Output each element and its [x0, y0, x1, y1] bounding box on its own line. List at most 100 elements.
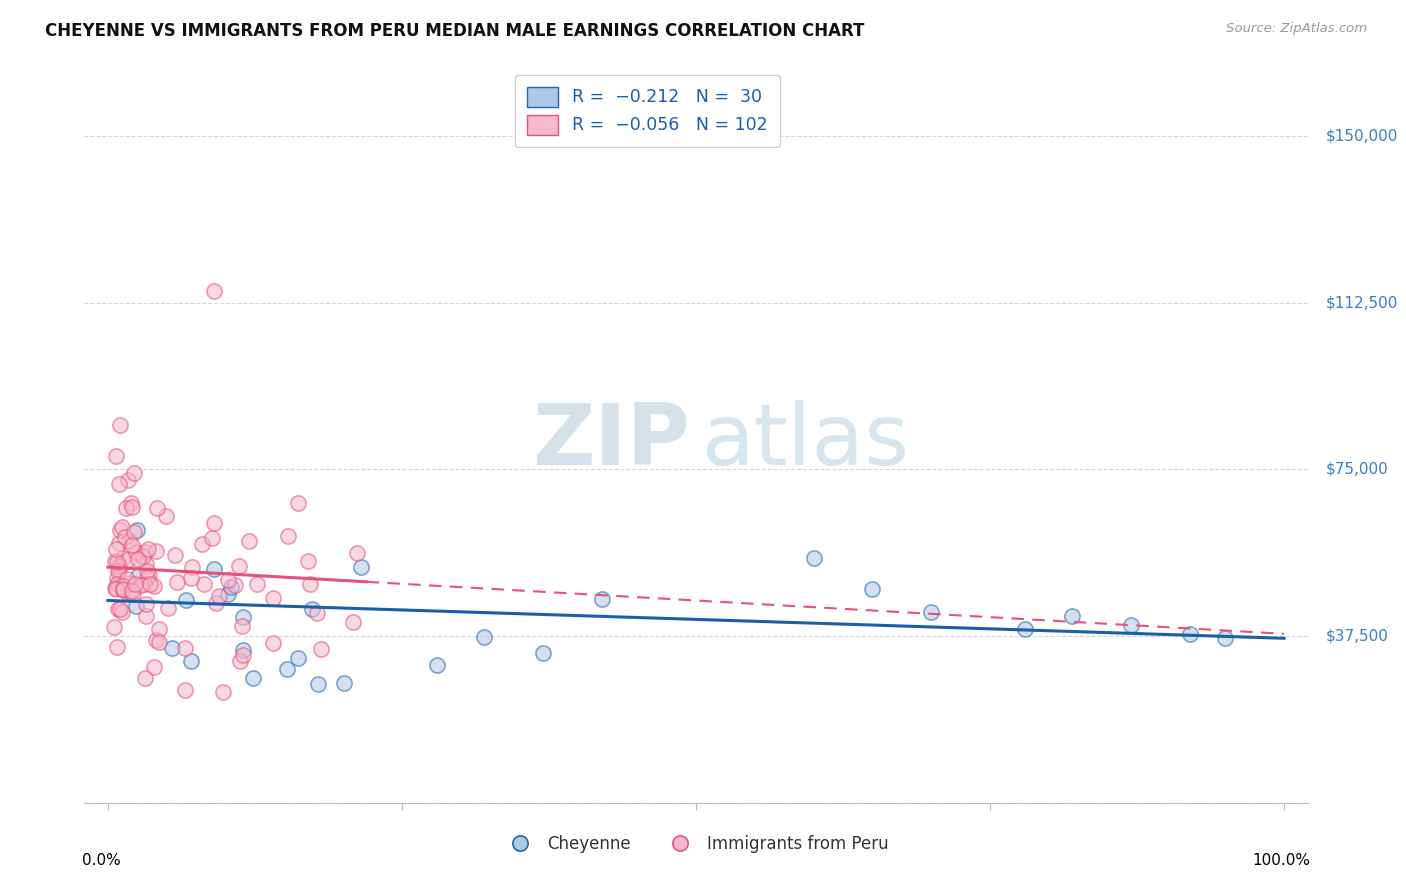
Point	[108, 477, 131, 491]
Point	[180, 653, 202, 667]
Point	[232, 609, 254, 624]
Point	[205, 596, 228, 610]
Point	[146, 500, 169, 515]
Point	[132, 549, 155, 564]
Point	[221, 580, 243, 594]
Point	[193, 576, 215, 591]
Point	[212, 684, 235, 698]
Point	[262, 636, 284, 650]
Point	[309, 642, 332, 657]
Point	[174, 592, 197, 607]
Point	[333, 675, 356, 690]
Point	[107, 602, 129, 616]
Point	[105, 640, 128, 655]
Point	[120, 496, 142, 510]
Point	[166, 575, 188, 590]
Point	[531, 647, 554, 661]
Point	[202, 562, 225, 576]
Point	[108, 558, 131, 573]
Point	[229, 653, 252, 667]
Point	[217, 573, 239, 587]
Point	[246, 577, 269, 591]
Point	[114, 500, 136, 515]
Point	[111, 579, 134, 593]
Point	[135, 597, 157, 611]
Point	[104, 449, 127, 463]
Point	[107, 556, 129, 570]
Point	[124, 577, 146, 591]
Text: CHEYENNE VS IMMIGRANTS FROM PERU MEDIAN MALE EARNINGS CORRELATION CHART: CHEYENNE VS IMMIGRANTS FROM PERU MEDIAN …	[45, 22, 865, 40]
Point	[135, 609, 157, 624]
Point	[134, 671, 156, 685]
Point	[138, 568, 160, 582]
Point	[121, 500, 143, 515]
Point	[121, 584, 143, 599]
Point	[136, 571, 159, 585]
Point	[297, 554, 319, 568]
Point	[132, 576, 155, 591]
Point	[202, 516, 225, 530]
Point	[118, 534, 141, 549]
Point	[117, 473, 139, 487]
Point	[121, 538, 143, 552]
Point	[190, 537, 212, 551]
Point	[180, 571, 202, 585]
Point	[108, 602, 131, 616]
Point	[120, 584, 142, 599]
Point	[135, 558, 157, 572]
Point	[108, 536, 131, 550]
Point	[472, 630, 495, 644]
Point	[276, 662, 298, 676]
Point	[920, 605, 942, 619]
Point	[350, 559, 373, 574]
Point	[224, 578, 246, 592]
Point	[105, 577, 128, 591]
Point	[1213, 632, 1236, 646]
Point	[128, 568, 150, 582]
Point	[145, 633, 167, 648]
Point	[107, 561, 129, 575]
Point	[301, 601, 323, 615]
Point	[103, 581, 125, 595]
Point	[125, 599, 148, 613]
Point	[136, 564, 159, 578]
Point	[162, 641, 184, 656]
Text: Source: ZipAtlas.com: Source: ZipAtlas.com	[1226, 22, 1367, 36]
Point	[145, 544, 167, 558]
Point	[1062, 609, 1084, 624]
Point	[134, 545, 156, 559]
Point	[115, 584, 138, 599]
Point	[173, 683, 195, 698]
Point	[217, 587, 239, 601]
Point	[127, 523, 149, 537]
Point	[1121, 618, 1143, 632]
Point	[122, 587, 145, 601]
Legend: Cheyenne, Immigrants from Peru: Cheyenne, Immigrants from Peru	[496, 828, 896, 860]
Point	[426, 657, 449, 672]
Point	[143, 660, 166, 674]
Point	[165, 549, 187, 563]
Point	[112, 582, 135, 597]
Point	[262, 591, 284, 606]
Point	[208, 589, 231, 603]
Point	[803, 551, 825, 566]
Point	[287, 495, 309, 509]
Point	[156, 600, 179, 615]
Point	[125, 545, 148, 559]
Text: $112,500: $112,500	[1326, 295, 1399, 310]
Point	[180, 560, 202, 574]
Point	[112, 551, 135, 566]
Point	[112, 582, 135, 597]
Point	[287, 651, 309, 665]
Point	[139, 576, 162, 591]
Point	[238, 533, 260, 548]
Point	[305, 606, 328, 620]
Point	[111, 520, 134, 534]
Point	[108, 417, 131, 432]
Point	[202, 285, 225, 299]
Point	[114, 530, 136, 544]
Point	[155, 508, 177, 523]
Text: 0.0%: 0.0%	[82, 854, 121, 869]
Point	[148, 622, 170, 636]
Text: $37,500: $37,500	[1326, 629, 1389, 643]
